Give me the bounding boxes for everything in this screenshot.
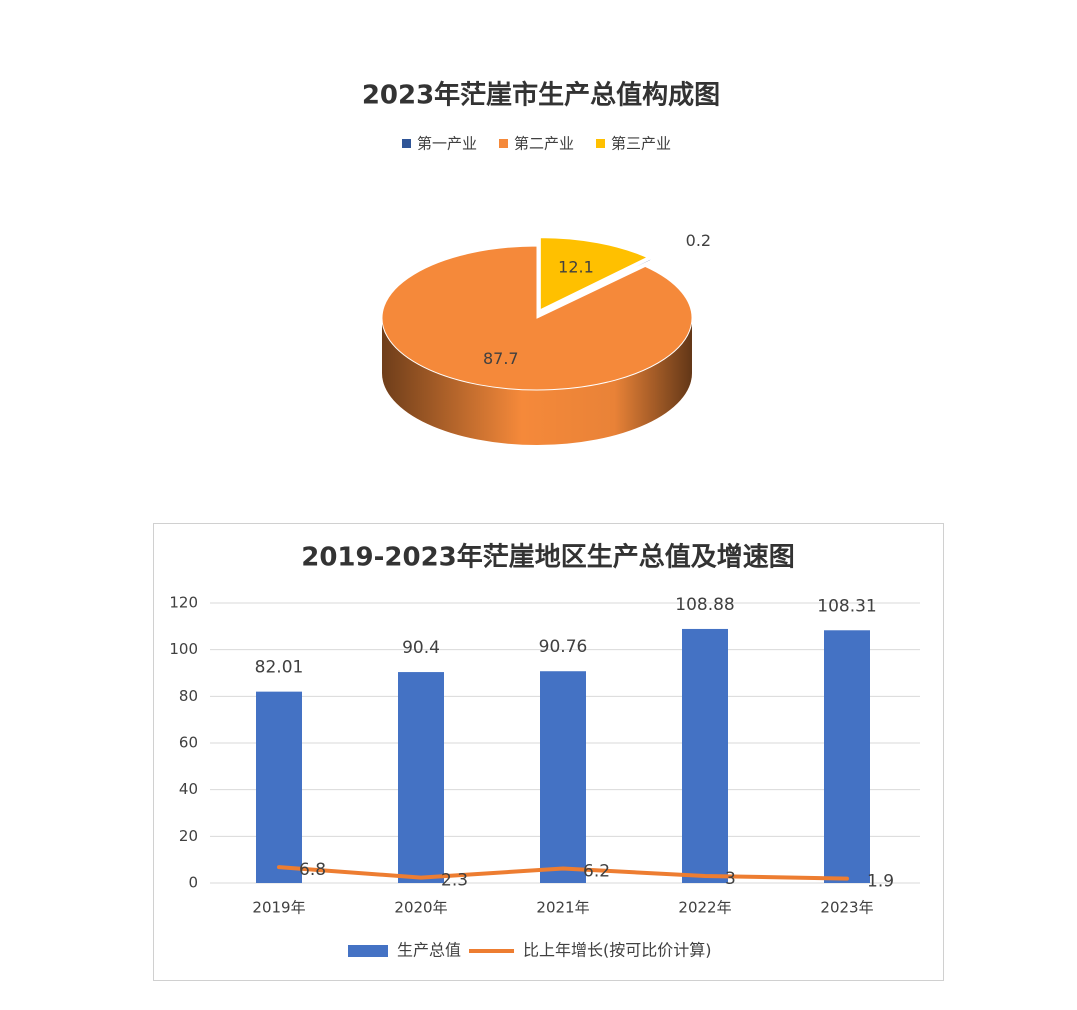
y-tick-label: 100 (169, 640, 198, 658)
x-tick-label: 2019年 (252, 899, 305, 917)
bar (540, 671, 586, 883)
data-label: 87.7 (483, 349, 519, 368)
data-label: 108.88 (675, 595, 734, 615)
y-tick-label: 120 (169, 594, 198, 612)
data-label: 90.76 (539, 637, 588, 657)
x-tick-label: 2020年 (394, 899, 447, 917)
bar (398, 672, 444, 883)
legend-label: 第三产业 (611, 135, 671, 153)
data-label: 82.01 (255, 658, 304, 678)
data-label: 6.8 (299, 860, 326, 880)
legend-label: 第一产业 (417, 135, 477, 153)
pie-slice (381, 245, 693, 391)
x-tick-label: 2021年 (536, 899, 589, 917)
data-label: 1.9 (867, 872, 894, 892)
pie-side-shade (382, 318, 692, 445)
y-tick-label: 0 (188, 874, 198, 892)
bar (682, 628, 728, 883)
pie-slice (539, 237, 649, 311)
data-label: 2.3 (441, 871, 468, 891)
y-tick-label: 80 (179, 687, 198, 705)
x-tick-label: 2022年 (678, 899, 731, 917)
y-tick-label: 60 (179, 734, 198, 752)
data-label: 0.2 (686, 231, 711, 250)
data-label: 3 (725, 869, 736, 889)
data-label: 12.1 (558, 258, 594, 277)
legend-label: 生产总值 (397, 941, 461, 960)
legend-label: 第二产业 (514, 135, 574, 153)
legend-label: 比上年增长(按可比价计算) (523, 941, 712, 960)
bar (824, 630, 870, 883)
data-label: 108.31 (817, 596, 876, 616)
chart-frame (153, 523, 944, 981)
y-tick-label: 40 (179, 780, 198, 798)
data-label: 90.4 (402, 638, 440, 658)
legend-swatch (402, 139, 411, 148)
line (277, 865, 849, 881)
chart-title: 2019-2023年茫崖地区生产总值及增速图 (301, 542, 795, 573)
pie-slice (543, 258, 653, 312)
bar (256, 691, 302, 883)
data-label: 6.2 (583, 862, 610, 882)
chart-title: 2023年茫崖市生产总值构成图 (362, 80, 720, 111)
legend-swatch (499, 139, 508, 148)
x-tick-label: 2023年 (820, 899, 873, 917)
legend-swatch (596, 139, 605, 148)
legend-swatch (348, 945, 388, 957)
y-tick-label: 20 (179, 827, 198, 845)
